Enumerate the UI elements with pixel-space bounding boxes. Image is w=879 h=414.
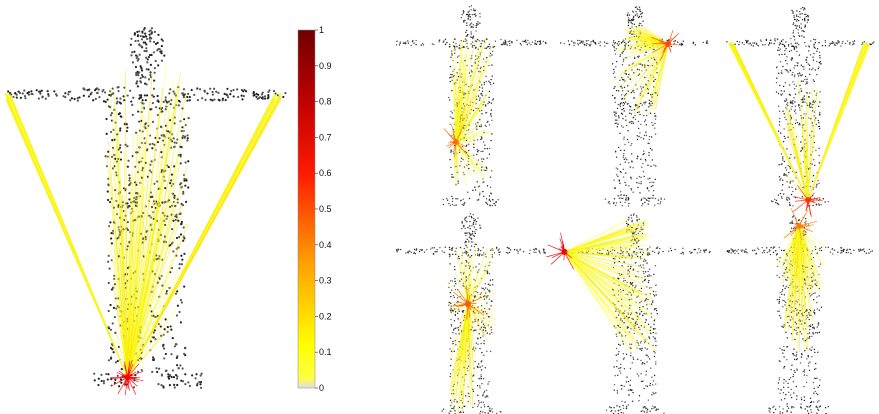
colorbar-tick-label: 0	[319, 383, 324, 393]
small-panel-head	[726, 208, 873, 414]
colorbar-tick-label: 0.4	[319, 240, 332, 250]
source-highlight	[561, 249, 568, 255]
correspondence-lines	[443, 36, 494, 186]
colorbar-tick-label: 0.8	[319, 97, 332, 107]
source-highlight	[124, 374, 131, 381]
correspondence-lines	[5, 64, 283, 396]
correspondence-lines	[776, 208, 825, 352]
body-point-cloud	[395, 213, 546, 414]
colorbar-gradient	[297, 29, 316, 389]
colorbar-tick-label: 0.7	[319, 132, 332, 142]
small-panel-right-shoulder	[560, 6, 709, 207]
body-point-cloud	[561, 213, 711, 414]
colorbar-tick-label: 0.5	[319, 204, 332, 214]
main-panel-left-foot	[5, 26, 287, 396]
correspondence-lines	[728, 41, 870, 217]
colorbar-tick-label: 0.2	[319, 311, 332, 321]
correspondence-lines	[612, 25, 680, 116]
small-panels-grid	[395, 5, 875, 414]
colorbar-tick-label: 0.9	[319, 61, 332, 71]
correspondence-lines	[444, 244, 498, 414]
source-highlight	[796, 223, 802, 229]
correspondence-lines	[546, 218, 658, 354]
body-point-cloud	[395, 5, 547, 207]
small-panel-left-shin	[395, 5, 547, 207]
source-highlight	[465, 301, 471, 307]
source-highlight	[805, 197, 811, 203]
colorbar-tick-label: 1	[319, 25, 324, 35]
source-highlight	[453, 139, 459, 145]
colorbar: 0 0.1 0.2 0.3 0.4 0.5 0.6 0.7 0.8 0.9 1	[297, 25, 332, 393]
colorbar-tick-group: 0 0.1 0.2 0.3 0.4 0.5 0.6 0.7 0.8 0.9 1	[315, 25, 332, 393]
small-panel-chest	[395, 213, 546, 414]
small-panel-right-foot	[726, 6, 875, 217]
source-highlight	[665, 41, 671, 47]
colorbar-tick-label: 0.6	[319, 168, 332, 178]
small-panel-left-hand	[546, 213, 711, 414]
colorbar-tick-label: 0.1	[319, 347, 332, 357]
body-point-cloud	[7, 26, 287, 389]
colorbar-tick-label: 0.3	[319, 276, 332, 286]
